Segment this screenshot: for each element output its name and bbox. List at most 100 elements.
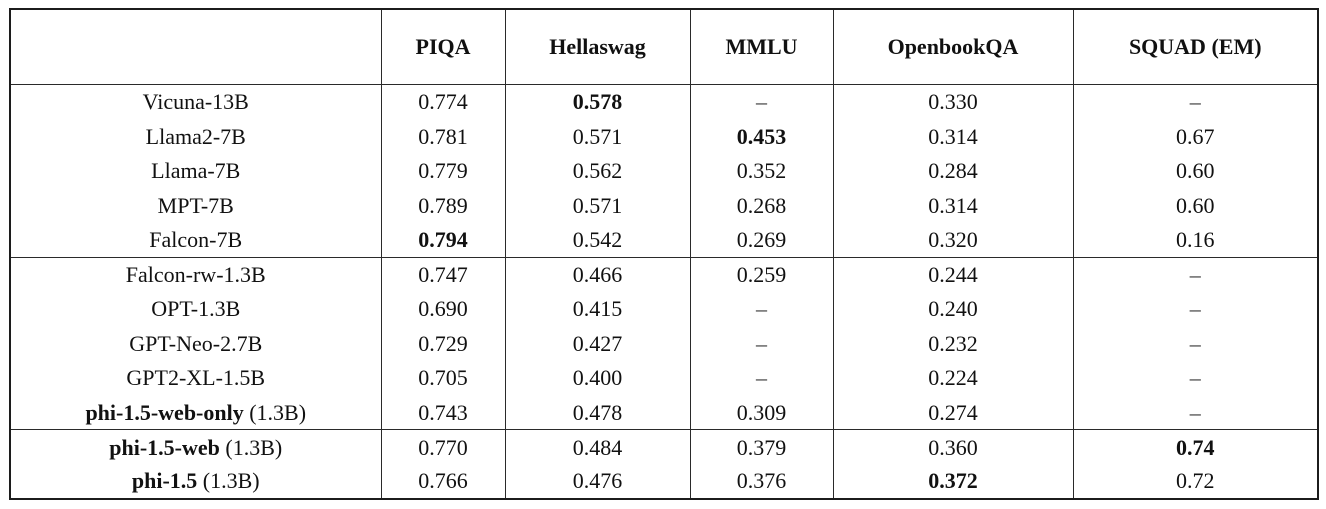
column-header-piqa: PIQA [380, 9, 505, 85]
metric-value-cell: – [689, 291, 833, 327]
table-row: Falcon-7B 0.794 0.542 0.269 0.320 0.16 [10, 222, 1318, 258]
metric-value-cell: 0.578 [504, 84, 690, 120]
metric-value-cell: 0.376 [689, 464, 833, 499]
metric-value-cell: 0.284 [832, 153, 1073, 189]
model-name: GPT2-XL-1.5B [126, 365, 266, 391]
model-name: GPT-Neo-2.7B [129, 330, 263, 356]
metric-value-cell: 0.72 [1072, 464, 1318, 499]
metric-value-cell: 0.478 [504, 395, 690, 430]
table-row: GPT2-XL-1.5B 0.705 0.400–0.224– [10, 360, 1318, 396]
metric-value-cell: 0.240 [832, 291, 1073, 327]
metric-value-cell: 0.314 [832, 119, 1073, 154]
model-name: phi-1.5 [131, 468, 198, 494]
metric-value-cell: 0.352 [689, 153, 833, 189]
column-header-hellaswag: Hellaswag [504, 9, 690, 85]
corner-cell [10, 9, 381, 85]
model-name-cell: Llama2-7B [10, 119, 381, 154]
metric-value-cell: 0.268 [689, 188, 833, 223]
metric-value-cell: 0.542 [504, 222, 690, 258]
metric-value-cell: 0.379 [689, 429, 833, 465]
metric-value-cell: – [1072, 291, 1318, 327]
metric-value-cell: 0.67 [1072, 119, 1318, 154]
model-name: Falcon-7B [149, 226, 243, 252]
model-name: MPT-7B [157, 192, 234, 218]
table-row: phi-1.5-web-only (1.3B) 0.743 0.478 0.309 0.… [10, 395, 1318, 430]
metric-value-cell: 0.743 [380, 395, 505, 430]
table-row: phi-1.5-web (1.3B) 0.770 0.484 0.379 0.360 0.… [10, 429, 1318, 465]
model-name: OPT-1.3B [151, 296, 241, 322]
table-group-3: phi-1.5-web (1.3B) 0.770 0.484 0.379 0.360 0.… [10, 429, 1318, 499]
model-size-suffix: (1.3B) [243, 399, 307, 425]
metric-value-cell: 0.794 [380, 222, 505, 258]
metric-value-cell: 0.747 [380, 257, 505, 292]
metric-value-cell: 0.224 [832, 360, 1073, 396]
table-row: MPT-7B 0.789 0.571 0.268 0.314 0.60 [10, 188, 1318, 223]
metric-value-cell: – [1072, 84, 1318, 120]
table-header: PIQA Hellaswag MMLU OpenbookQA SQUAD (EM… [10, 9, 1318, 85]
metric-value-cell: – [1072, 326, 1318, 361]
metric-value-cell: 0.781 [380, 119, 505, 154]
table-row: Falcon-rw-1.3B 0.747 0.466 0.259 0.244– [10, 257, 1318, 292]
metric-value-cell: 0.453 [689, 119, 833, 154]
column-header-mmlu: MMLU [689, 9, 833, 85]
metric-value-cell: – [1072, 395, 1318, 430]
model-name-cell: Vicuna-13B [10, 85, 381, 120]
metric-value-cell: 0.360 [832, 429, 1073, 465]
model-name: Falcon-rw-1.3B [125, 261, 266, 287]
model-name-cell: phi-1.5-web (1.3B) [10, 430, 381, 465]
metric-value-cell: 0.476 [504, 464, 690, 499]
metric-value-cell: 0.774 [380, 84, 505, 120]
metric-value-cell: 0.74 [1072, 429, 1318, 465]
model-name-cell: MPT-7B [10, 188, 381, 223]
metric-value-cell: 0.466 [504, 257, 690, 292]
metric-value-cell: 0.766 [380, 464, 505, 499]
model-size-suffix: (1.3B) [197, 468, 260, 494]
column-header-openbookqa: OpenbookQA [832, 9, 1073, 85]
metric-value-cell: 0.789 [380, 188, 505, 223]
model-size-suffix: (1.3B) [219, 434, 283, 460]
metric-value-cell: 0.484 [504, 429, 690, 465]
metric-value-cell: 0.16 [1072, 222, 1318, 258]
header-row: PIQA Hellaswag MMLU OpenbookQA SQUAD (EM… [10, 9, 1318, 85]
table-row: Llama2-7B 0.781 0.571 0.453 0.314 0.67 [10, 119, 1318, 154]
metric-value-cell: 0.562 [504, 153, 690, 189]
metric-value-cell: 0.690 [380, 291, 505, 327]
table-row: Llama-7B 0.779 0.562 0.352 0.284 0.60 [10, 153, 1318, 189]
metric-value-cell: 0.571 [504, 188, 690, 223]
metric-value-cell: 0.259 [689, 257, 833, 292]
metric-value-cell: 0.309 [689, 395, 833, 430]
metric-value-cell: 0.571 [504, 119, 690, 154]
model-name-cell: Llama-7B [10, 154, 381, 189]
model-name-cell: GPT-Neo-2.7B [10, 326, 381, 361]
metric-value-cell: 0.269 [689, 222, 833, 258]
benchmark-table-container: PIQA Hellaswag MMLU OpenbookQA SQUAD (EM… [9, 8, 1319, 500]
metric-value-cell: 0.60 [1072, 153, 1318, 189]
model-name-cell: Falcon-rw-1.3B [10, 257, 381, 292]
model-name: Llama2-7B [145, 123, 246, 149]
metric-value-cell: 0.232 [832, 326, 1073, 361]
model-name: Vicuna-13B [142, 89, 249, 115]
model-name-cell: Falcon-7B [10, 223, 381, 258]
table-row: OPT-1.3B 0.690 0.415–0.240– [10, 291, 1318, 327]
table-group-1: Vicuna-13B 0.774 0.578–0.330– Llama2-7B 0.78… [10, 84, 1318, 258]
metric-value-cell: 0.60 [1072, 188, 1318, 223]
metric-value-cell: – [1072, 360, 1318, 396]
metric-value-cell: 0.415 [504, 291, 690, 327]
model-name-cell: phi-1.5-web-only (1.3B) [10, 395, 381, 430]
metric-value-cell: 0.705 [380, 360, 505, 396]
model-name-cell: phi-1.5 (1.3B) [10, 464, 381, 499]
metric-value-cell: 0.330 [832, 84, 1073, 120]
model-name: phi-1.5-web [109, 434, 220, 460]
metric-value-cell: 0.372 [832, 464, 1073, 499]
model-name: phi-1.5-web-only [85, 399, 244, 425]
table-row: phi-1.5 (1.3B) 0.766 0.476 0.376 0.372 0.72 [10, 464, 1318, 499]
table-group-2: Falcon-rw-1.3B 0.747 0.466 0.259 0.244– OPT-1… [10, 257, 1318, 430]
metric-value-cell: 0.274 [832, 395, 1073, 430]
model-name: Llama-7B [151, 158, 241, 184]
metric-value-cell: – [689, 326, 833, 361]
metric-value-cell: – [1072, 257, 1318, 292]
metric-value-cell: 0.314 [832, 188, 1073, 223]
column-header-squad-em: SQUAD (EM) [1072, 9, 1318, 85]
metric-value-cell: 0.729 [380, 326, 505, 361]
metric-value-cell: 0.244 [832, 257, 1073, 292]
